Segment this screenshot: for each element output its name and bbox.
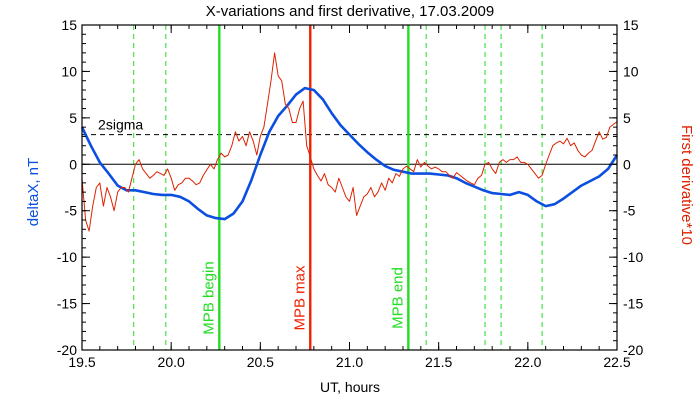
y-tick-label-right: -10 [623, 249, 643, 265]
x-tick-label: 21.0 [336, 354, 363, 370]
y-axis-label-left: deltaX, nT [25, 158, 42, 226]
x-tick-label: 22.0 [514, 354, 541, 370]
x-tick-label: 20.0 [158, 354, 185, 370]
plot-frame [81, 24, 618, 351]
axes-frame [81, 24, 618, 351]
marker-labels: 2sigma MPB begin MPB max MPB end 19.5 20.0 20.… [57, 17, 644, 370]
y-tick-label-left: -5 [65, 203, 78, 219]
deltax-series-line [80, 86, 619, 221]
series-lines [80, 52, 619, 232]
y-tick-label-left: 15 [61, 17, 77, 33]
y-tick-label-right: -15 [623, 296, 643, 312]
y-tick-label-right: -5 [623, 203, 636, 219]
y-tick-label-left: -20 [57, 342, 77, 358]
y-tick-label-left: -10 [57, 249, 77, 265]
threshold-label: 2sigma [98, 117, 143, 133]
plot-lines [82, 25, 617, 350]
y-axis-label-right: First derivative*10 [678, 125, 695, 245]
y-tick-label-left: -15 [57, 296, 77, 312]
x-tick-label: 21.5 [425, 354, 452, 370]
y-tick-label-right: 10 [623, 63, 639, 79]
chart-title: X-variations and first derivative, 17.03… [206, 3, 495, 20]
x-tick-label: 20.5 [247, 354, 274, 370]
y-tick-label-right: 15 [623, 17, 639, 33]
x-tick-label: 22.5 [603, 354, 630, 370]
y-tick-label-right: 0 [623, 156, 631, 172]
x-axis-label: UT, hours [320, 379, 380, 395]
derivative-series-line [81, 52, 618, 232]
y-tick-label-left: 0 [69, 156, 77, 172]
y-tick-label-left: 10 [61, 63, 77, 79]
marker-label: MPB end [389, 267, 406, 329]
x-tick-label: 19.5 [68, 354, 95, 370]
y-tick-label-right: 5 [623, 110, 631, 126]
y-tick-label-left: 5 [69, 110, 77, 126]
marker-label: MPB max [291, 265, 308, 331]
y-tick-label-right: -20 [623, 342, 643, 358]
marker-label: MPB begin [200, 261, 217, 334]
